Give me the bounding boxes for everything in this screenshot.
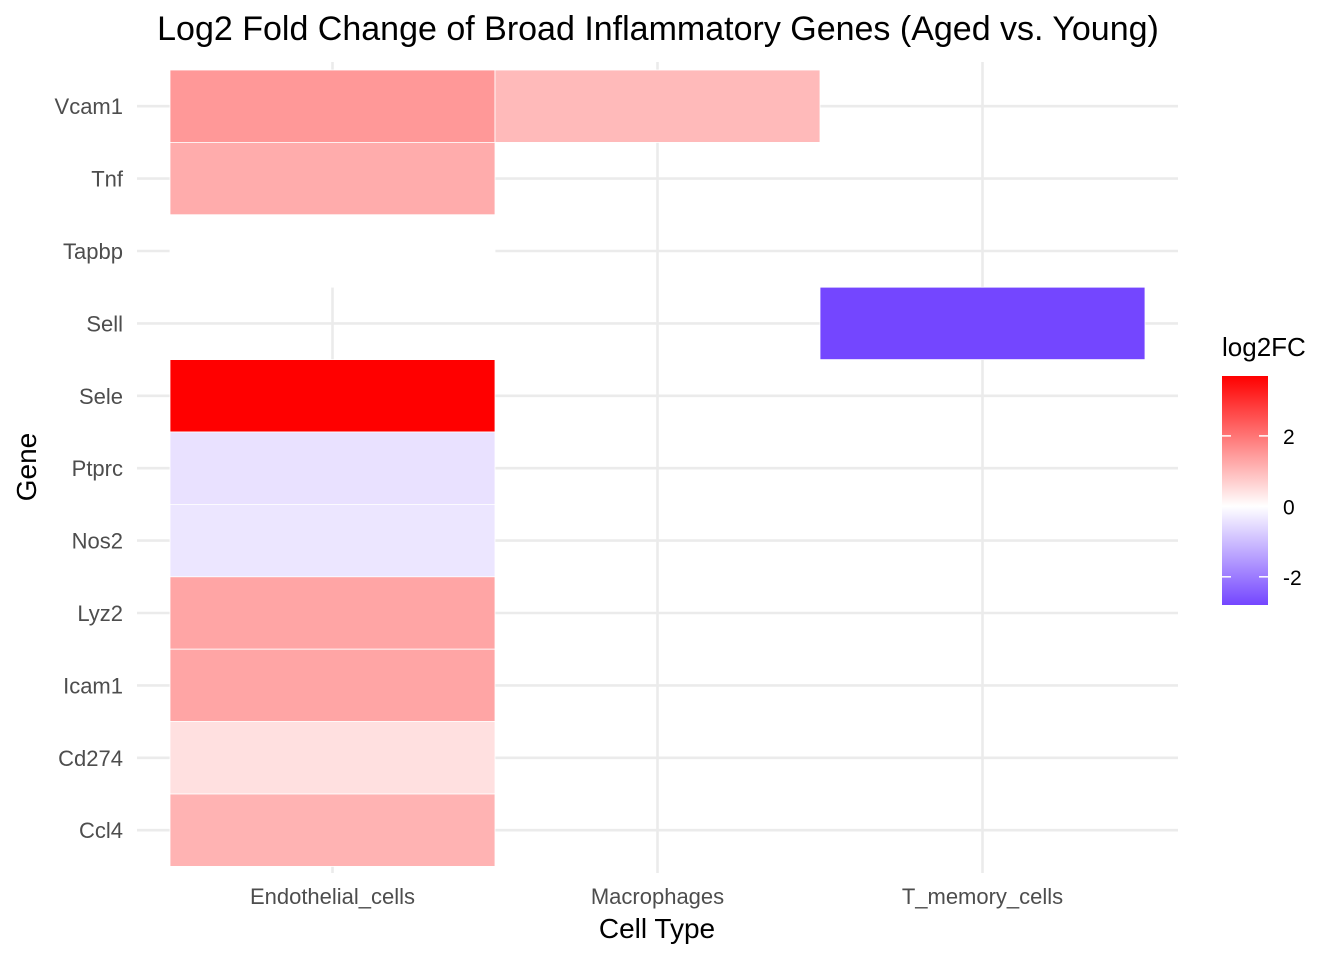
y-tick-label-tnf: Tnf	[91, 167, 124, 192]
heatmap-cell-vcam1-endothelial-cells	[169, 69, 496, 143]
heatmap-cell-vcam1-macrophages	[494, 69, 821, 143]
y-tick-label-vcam1: Vcam1	[55, 94, 123, 119]
x-tick-label-t-memory-cells: T_memory_cells	[902, 884, 1063, 909]
heatmap-cell-sele-endothelial-cells	[169, 359, 496, 433]
y-tick-label-cd274: Cd274	[58, 746, 123, 771]
y-tick-label-tapbp: Tapbp	[63, 239, 123, 264]
heatmap-cell-tnf-endothelial-cells	[169, 141, 496, 216]
legend-tick-label: -2	[1283, 567, 1302, 590]
heatmap-cell-sell-t-memory-cells	[819, 286, 1146, 361]
legend-color-bar	[1222, 376, 1268, 605]
y-tick-label-lyz2: Lyz2	[77, 601, 123, 626]
heatmap-cell-icam1-endothelial-cells	[169, 648, 496, 723]
legend-tick-label: 0	[1283, 496, 1295, 519]
y-tick-label-nos2: Nos2	[72, 529, 123, 554]
chart-title: Log2 Fold Change of Broad Inflammatory G…	[157, 10, 1159, 48]
legend-ticks: 2 0 -2	[1222, 426, 1302, 590]
heatmap-cells	[169, 69, 1146, 867]
heatmap-cell-ptprc-endothelial-cells	[169, 431, 496, 505]
y-tick-label-ccl4: Ccl4	[79, 818, 123, 843]
heatmap-cell-cd274-endothelial-cells	[169, 721, 496, 795]
heatmap-cell-lyz2-endothelial-cells	[169, 576, 496, 650]
x-tick-label-endothelial-cells: Endothelial_cells	[250, 884, 415, 909]
heatmap-cell-nos2-endothelial-cells	[169, 503, 496, 578]
x-axis-title: Cell Type	[599, 913, 715, 944]
heatmap-cell-tapbp-endothelial-cells	[169, 214, 496, 288]
legend-tick-label: 2	[1283, 426, 1295, 449]
y-axis-title: Gene	[11, 433, 42, 502]
y-tick-label-ptprc: Ptprc	[72, 456, 123, 481]
y-tick-label-sele: Sele	[79, 384, 123, 409]
y-axis-ticks: Vcam1 Tnf Tapbp Sell Sele Ptprc Nos2 Lyz2 Icam1 C…	[55, 94, 124, 843]
x-tick-label-macrophages: Macrophages	[591, 884, 724, 909]
y-tick-label-sell: Sell	[86, 311, 123, 336]
x-axis-ticks: Endothelial_cells Macrophages T_memory_cel…	[250, 884, 1063, 909]
y-tick-label-icam1: Icam1	[63, 673, 123, 698]
color-legend: log2FC 2 0 -2	[1222, 332, 1306, 605]
legend-title: log2FC	[1222, 332, 1306, 362]
heatmap-cell-ccl4-endothelial-cells	[169, 793, 496, 867]
